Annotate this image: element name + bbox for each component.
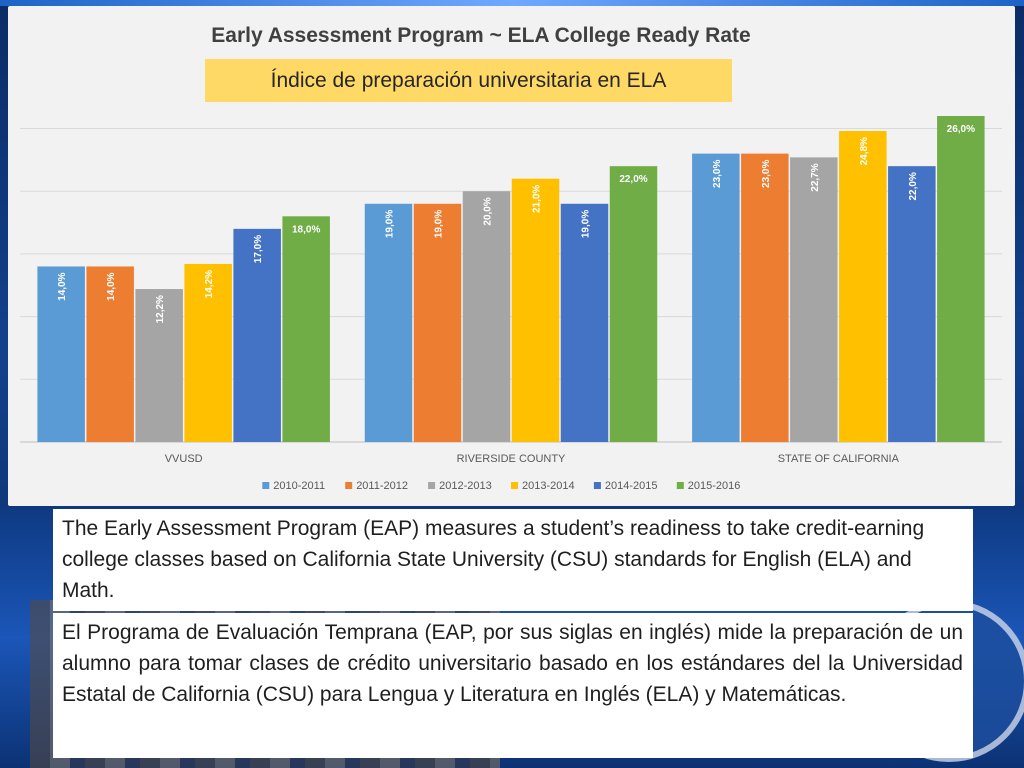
- data-label: 23,0%: [712, 160, 723, 188]
- data-label: 22,0%: [908, 172, 919, 200]
- bar: [888, 166, 936, 442]
- data-label: 22,0%: [619, 174, 647, 185]
- legend-label: 2011-2012: [356, 480, 408, 492]
- data-label: 14,0%: [106, 272, 117, 300]
- category-label: STATE OF CALIFORNIA: [778, 453, 900, 465]
- chart-panel: Early Assessment Program ~ ELA College R…: [8, 6, 1015, 506]
- data-label: 12,2%: [155, 295, 166, 323]
- bar: [741, 153, 789, 442]
- data-label: 22,7%: [810, 163, 821, 191]
- bar: [692, 153, 740, 442]
- bar: [511, 178, 560, 442]
- bar: [364, 203, 413, 442]
- bar: [609, 166, 658, 442]
- category-label: VVUSD: [165, 453, 203, 465]
- data-label: 19,0%: [385, 210, 396, 238]
- data-label: 18,0%: [292, 224, 320, 235]
- legend-swatch: [511, 482, 518, 489]
- bar: [233, 228, 281, 442]
- description-english: The Early Assessment Program (EAP) measu…: [53, 509, 973, 611]
- bar: [37, 266, 85, 442]
- data-label: 21,0%: [532, 185, 543, 213]
- legend-swatch: [345, 482, 353, 489]
- chart-subtitle: Índice de preparación universitaria en E…: [205, 59, 732, 102]
- data-label: 14,2%: [204, 270, 215, 298]
- legend-swatch: [428, 482, 436, 489]
- description-spanish: El Programa de Evaluación Temprana (EAP,…: [53, 613, 973, 758]
- legend-label: 2010-2011: [273, 480, 325, 492]
- bar: [135, 289, 183, 442]
- bar: [184, 263, 232, 442]
- data-label: 14,0%: [57, 272, 68, 300]
- data-label: 19,0%: [581, 210, 592, 238]
- chart-title: Early Assessment Program ~ ELA College R…: [211, 24, 751, 47]
- bar: [413, 203, 462, 442]
- data-label: 19,0%: [434, 210, 445, 238]
- bar: [462, 191, 511, 442]
- top-accent-stripe: [0, 0, 1024, 6]
- data-label: 26,0%: [947, 124, 975, 135]
- bar: [937, 116, 985, 442]
- bar: [86, 266, 134, 442]
- legend-label: 2014-2015: [605, 480, 658, 492]
- bar: [560, 203, 609, 442]
- legend-swatch: [676, 482, 684, 489]
- data-label: 24,8%: [859, 137, 870, 165]
- data-label: 20,0%: [483, 197, 494, 225]
- bar: [790, 157, 838, 442]
- data-label: 23,0%: [761, 160, 772, 188]
- category-label: RIVERSIDE COUNTY: [457, 453, 566, 465]
- legend-label: 2013-2014: [522, 480, 575, 492]
- legend-swatch: [262, 482, 270, 489]
- legend-swatch: [593, 482, 601, 489]
- bar: [839, 131, 887, 442]
- data-label: 17,0%: [253, 235, 264, 263]
- bar-chart: 14,0% 14,0% 12,2% 14,2% 17,0% 18,0% VVUSD 19,0%…: [20, 116, 1002, 492]
- legend-label: 2015-2016: [688, 480, 741, 492]
- legend-label: 2012-2013: [439, 480, 492, 492]
- bar: [282, 216, 330, 442]
